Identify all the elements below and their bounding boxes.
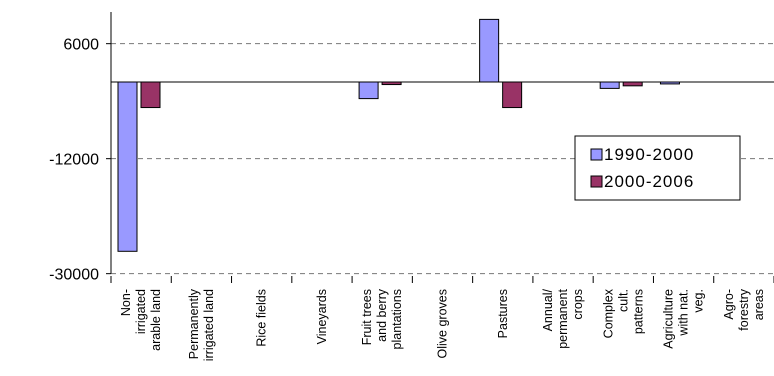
category-label: Rice fields	[255, 289, 269, 347]
category-label: Fruit trees	[360, 289, 374, 345]
category-label: permanent	[556, 288, 570, 348]
category-label: areas	[752, 289, 766, 320]
category-label: Agriculture	[662, 289, 676, 349]
category-label: arable land	[149, 289, 163, 351]
category-label: Annual/	[541, 288, 555, 331]
category-label: patterns	[631, 289, 645, 334]
category-label: irrigated	[134, 289, 148, 334]
category-labels: Non-irrigated arable land Permanently irrig…	[119, 288, 766, 361]
legend-swatch	[590, 175, 603, 188]
bars	[117, 18, 680, 252]
y-tick-label: -12000	[49, 152, 99, 169]
category-label: with nat.	[677, 289, 691, 337]
bar-2000-2006	[502, 81, 523, 109]
category-label: Non-	[119, 289, 133, 316]
category-label: and berry	[375, 288, 389, 342]
legend-label: 2000-2006	[604, 172, 694, 191]
legend: 1990-2000 2000-2006	[574, 135, 741, 201]
category-label: Permanently	[187, 288, 201, 359]
bar-1990-2000	[117, 81, 138, 252]
category-label: veg.	[692, 289, 706, 313]
legend-box	[574, 135, 741, 201]
category-label: Complex	[601, 288, 615, 338]
category-label: crops	[571, 289, 585, 320]
category-label: irrigated land	[202, 289, 216, 361]
category-label: Vineyards	[315, 289, 329, 344]
category-label: forestry	[737, 288, 751, 330]
category-label: Olive groves	[436, 289, 450, 358]
bar-1990-2000	[659, 81, 680, 85]
legend-label: 1990-2000	[604, 145, 694, 164]
category-label: cult.	[616, 289, 630, 312]
category-label: plantations	[390, 289, 404, 349]
bar-1990-2000	[599, 81, 620, 89]
bar-2000-2006	[381, 81, 402, 86]
bar-1990-2000	[358, 81, 379, 100]
bar-2000-2006	[140, 81, 161, 109]
y-tick-label: -30000	[49, 267, 99, 284]
category-label: Agro-	[722, 289, 736, 320]
category-label: Pastures	[496, 289, 510, 338]
bar-2000-2006	[622, 81, 643, 87]
y-tick-labels: 6000 -12000 -30000	[49, 37, 99, 284]
y-tick-label: 6000	[63, 37, 99, 54]
bar-1990-2000	[479, 18, 500, 83]
legend-swatch	[590, 148, 603, 161]
